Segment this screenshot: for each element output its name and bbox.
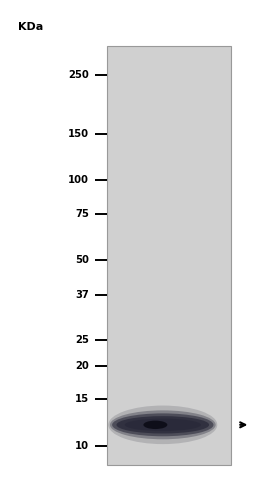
Text: 20: 20 xyxy=(75,361,89,371)
Text: 10: 10 xyxy=(75,441,89,451)
Text: 75: 75 xyxy=(75,208,89,219)
Text: 37: 37 xyxy=(75,290,89,300)
Ellipse shape xyxy=(125,419,201,431)
Text: 15: 15 xyxy=(75,394,89,404)
Ellipse shape xyxy=(116,416,209,433)
Bar xyxy=(107,46,231,465)
Ellipse shape xyxy=(108,406,217,444)
Ellipse shape xyxy=(112,413,213,436)
Text: 50: 50 xyxy=(75,255,89,265)
Text: 250: 250 xyxy=(68,70,89,80)
Ellipse shape xyxy=(110,410,216,439)
Text: 100: 100 xyxy=(68,175,89,185)
Ellipse shape xyxy=(143,421,167,429)
Text: 150: 150 xyxy=(68,129,89,139)
Text: KDa: KDa xyxy=(18,22,43,32)
Text: 25: 25 xyxy=(75,335,89,345)
